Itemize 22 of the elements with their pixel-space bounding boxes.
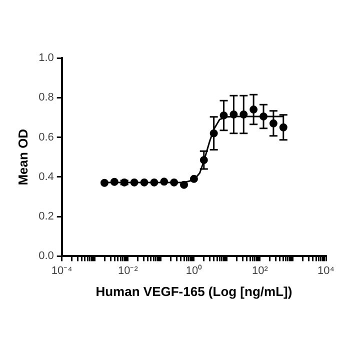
- x-tick-label: 10⁻⁴: [51, 264, 73, 277]
- point: [190, 174, 198, 183]
- point: [110, 178, 118, 186]
- point: [140, 178, 148, 186]
- y-tick-label: 0.6: [38, 131, 54, 144]
- y-tick-label: 0.0: [38, 250, 54, 262]
- y-axis-title: Mean OD: [15, 128, 30, 186]
- point: [150, 178, 158, 186]
- y-tick-label: 0.8: [38, 92, 54, 104]
- x-tick-label: 10²: [252, 264, 268, 277]
- y-tick-label: 0.2: [38, 210, 54, 223]
- point: [180, 180, 188, 189]
- x-tick-label: 10⁴: [318, 264, 335, 277]
- point: [170, 178, 178, 186]
- y-tick-label: 1.0: [38, 52, 54, 64]
- point: [100, 178, 108, 187]
- x-tick-label: 10⁰: [186, 264, 202, 277]
- point: [160, 178, 168, 186]
- y-tick-label: 0.4: [38, 170, 54, 183]
- point: [130, 178, 138, 186]
- x-axis-title: Human VEGF-165 (Log [ng/mL]): [96, 284, 292, 299]
- x-tick-label: 10⁻²: [118, 264, 138, 277]
